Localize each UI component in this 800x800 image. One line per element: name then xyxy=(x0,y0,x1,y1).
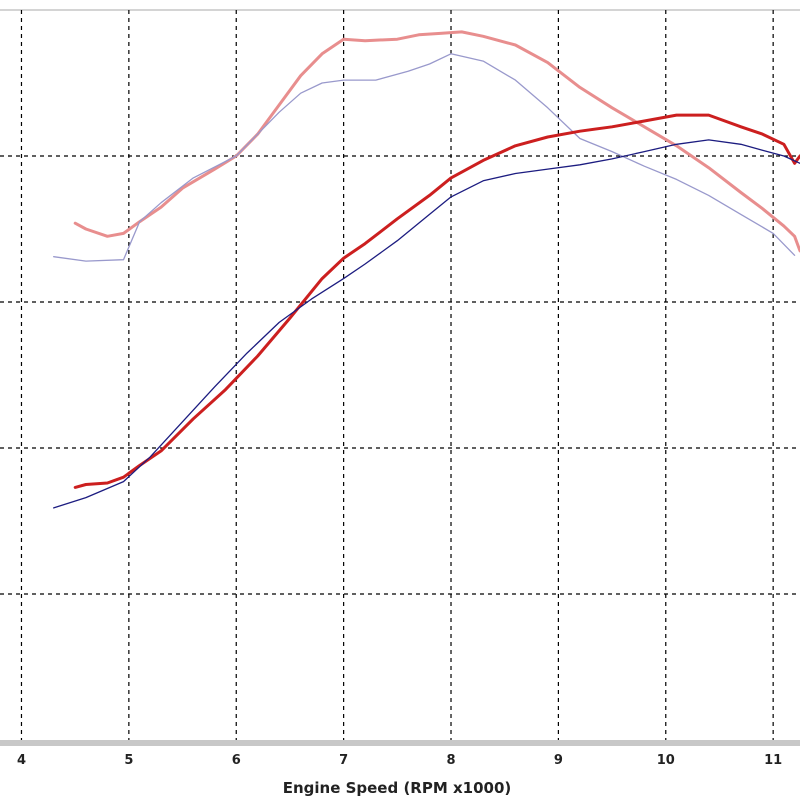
x-tick-label: 7 xyxy=(339,753,348,768)
x-tick-label: 9 xyxy=(554,753,563,768)
x-tick-label: 10 xyxy=(657,753,675,768)
series-line-1 xyxy=(73,30,800,253)
series-line-3 xyxy=(73,113,800,489)
x-tick-label: 4 xyxy=(17,753,26,768)
x-tick-label: 5 xyxy=(124,753,133,768)
series-line-4 xyxy=(53,139,800,509)
x-tick-label: 6 xyxy=(232,753,241,768)
grid-lines xyxy=(0,10,800,740)
x-axis-ticks: 4 5 6 7 8 9 10 11 xyxy=(17,753,782,768)
x-axis-bar xyxy=(0,740,800,746)
x-axis-title: Engine Speed (RPM x1000) xyxy=(283,779,512,797)
plot-area xyxy=(0,0,800,740)
x-tick-label: 8 xyxy=(446,753,455,768)
x-tick-label: 11 xyxy=(764,753,782,768)
data-series xyxy=(53,30,800,509)
series-line-2 xyxy=(53,53,796,262)
